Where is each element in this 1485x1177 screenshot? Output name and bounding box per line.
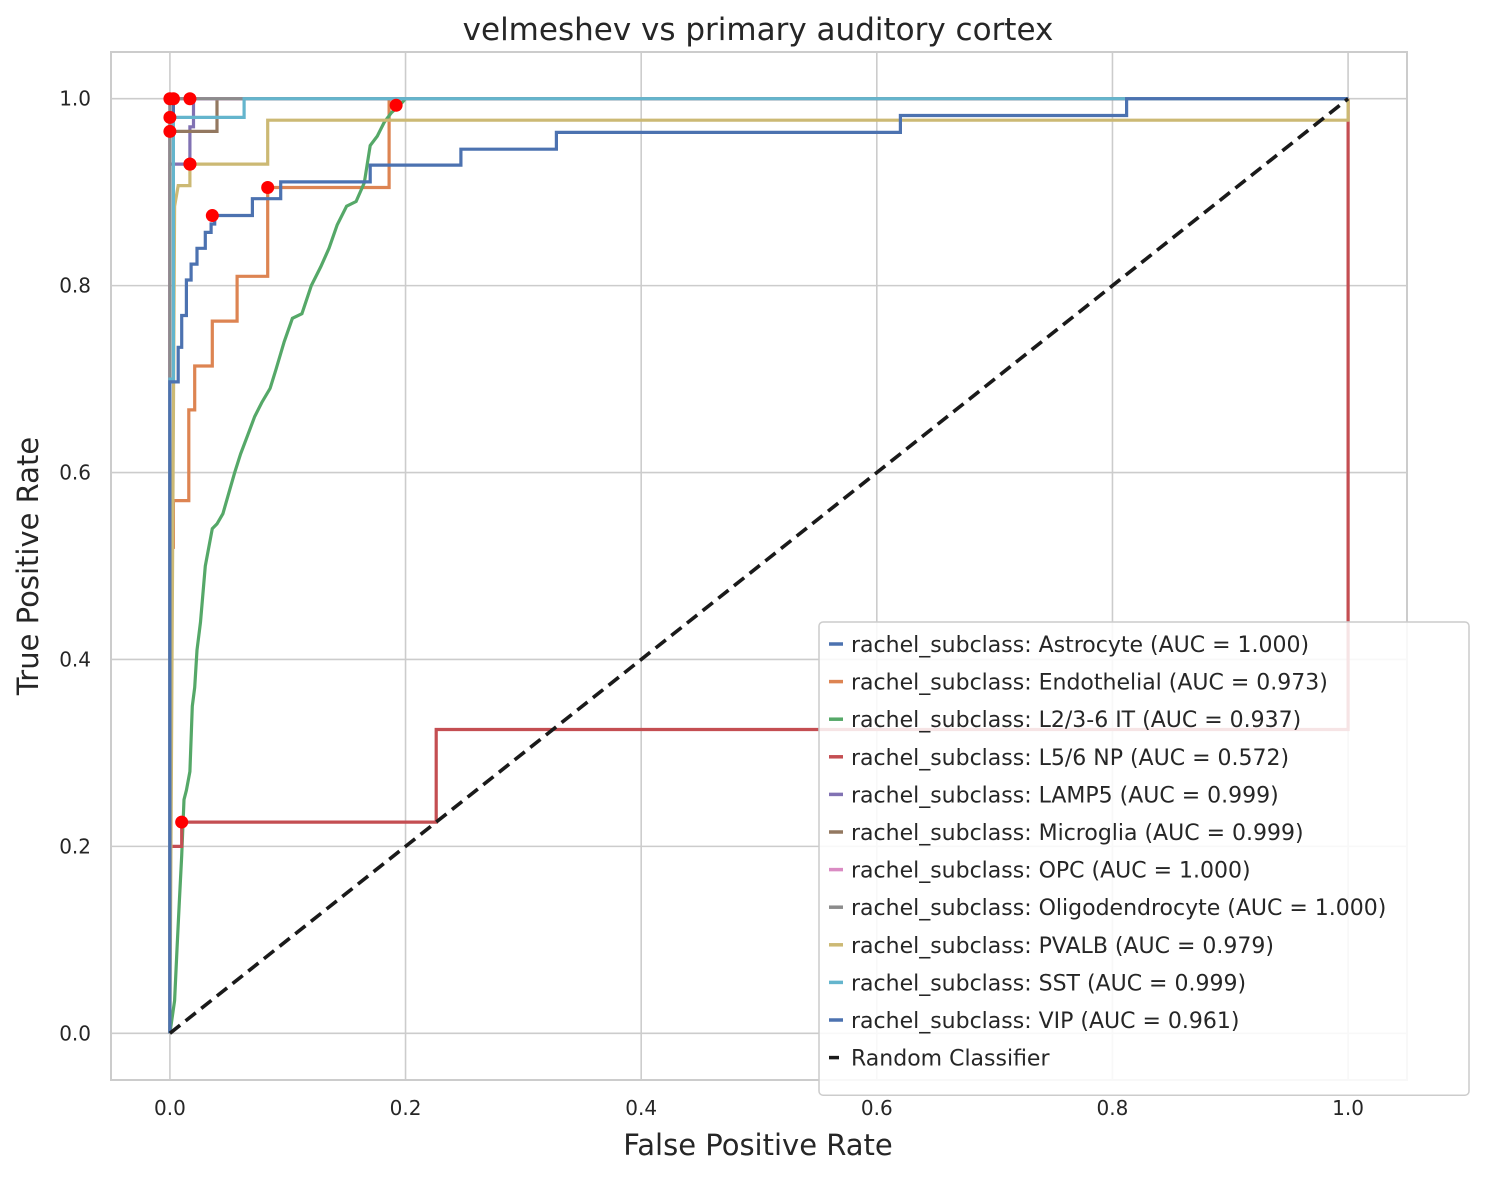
x-tick-label: 0.4: [625, 1096, 657, 1120]
legend-label: rachel_subclass: Microglia (AUC = 0.999): [851, 821, 1304, 846]
x-tick-label: 0.8: [1097, 1096, 1129, 1120]
legend-label: rachel_subclass: Endothelial (AUC = 0.97…: [851, 671, 1328, 696]
legend-label: rachel_subclass: OPC (AUC = 1.000): [851, 859, 1251, 884]
x-tick-label: 1.0: [1332, 1096, 1364, 1120]
y-tick-label: 0.4: [59, 647, 91, 671]
random-classifier-line: [168, 97, 1350, 1035]
optimal-threshold-point: [163, 92, 177, 106]
y-axis-ticks: 0.0 0.2 0.4 0.6 0.8 1.0: [59, 87, 91, 1046]
y-tick-label: 0.2: [59, 834, 91, 858]
plot-frame: [110, 51, 1408, 1081]
y-tick-label: 1.0: [59, 87, 91, 111]
roc-curve: [168, 97, 1349, 1034]
x-tick-label: 0.0: [154, 1096, 186, 1120]
legend-label: rachel_subclass: VIP (AUC = 0.961): [851, 1009, 1239, 1034]
x-axis-ticks: 0.0 0.2 0.4 0.6 0.8 1.0: [154, 1096, 1364, 1120]
optimal-threshold-point: [205, 209, 219, 223]
optimal-threshold-point: [183, 92, 197, 106]
y-tick-label: 0.6: [59, 461, 91, 485]
legend-label: rachel_subclass: PVALB (AUC = 0.979): [851, 934, 1274, 959]
optimal-threshold-point: [261, 181, 275, 195]
x-tick-label: 0.2: [390, 1096, 422, 1120]
legend-label: rachel_subclass: Oligodendrocyte (AUC = …: [851, 896, 1386, 921]
legend-label: rachel_subclass: LAMP5 (AUC = 0.999): [851, 783, 1279, 808]
x-tick-label: 0.6: [861, 1096, 893, 1120]
y-tick-label: 0.8: [59, 274, 91, 298]
legend-label: rachel_subclass: L2/3-6 IT (AUC = 0.937): [851, 708, 1301, 733]
optimal-threshold-point: [163, 124, 177, 138]
legend: rachel_subclass: Astrocyte (AUC = 1.000)…: [818, 621, 1470, 1096]
optimal-threshold-point: [389, 98, 403, 112]
optimal-threshold-point: [163, 110, 177, 124]
optimal-threshold-point: [175, 815, 189, 829]
optimal-threshold-point: [183, 157, 197, 171]
y-axis-label: True Positive Rate: [11, 437, 45, 696]
chart-title: velmeshev vs primary auditory cortex: [463, 12, 1054, 48]
x-axis-label: False Positive Rate: [623, 1128, 893, 1162]
y-tick-label: 0.0: [59, 1021, 91, 1045]
legend-label: rachel_subclass: Astrocyte (AUC = 1.000): [851, 633, 1309, 658]
optimal-point-markers: [163, 92, 403, 829]
legend-label: rachel_subclass: SST (AUC = 0.999): [851, 971, 1246, 996]
roc-curve: [168, 97, 407, 1034]
legend-label: Random Classifier: [851, 1047, 1050, 1072]
legend-box: [818, 621, 1470, 1096]
legend-label: rachel_subclass: L5/6 NP (AUC = 0.572): [851, 746, 1289, 771]
